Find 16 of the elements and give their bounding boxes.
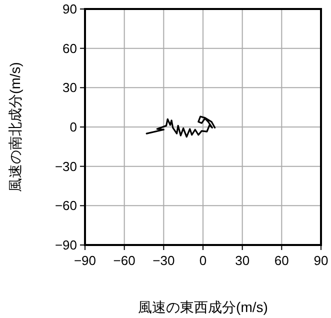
- y-tick-label: 90: [62, 2, 77, 16]
- x-tick-label: 0: [199, 253, 207, 268]
- x-tick-label: 90: [314, 253, 328, 268]
- y-tick-label: −60: [54, 198, 77, 214]
- y-axis-title: 風速の南北成分(m/s): [7, 62, 23, 192]
- x-tick-label: 30: [235, 253, 250, 268]
- y-tick-label: 60: [62, 40, 77, 56]
- y-tick-label: −90: [54, 238, 77, 252]
- x-tick-label: −90: [74, 253, 96, 268]
- x-tick-label: −30: [152, 253, 175, 268]
- y-tick-label: 30: [62, 80, 77, 96]
- y-tick-label: 0: [70, 120, 77, 134]
- y-tick-label: −30: [54, 158, 77, 174]
- x-tick-label: −60: [113, 253, 136, 268]
- x-tick-label: 60: [274, 253, 289, 268]
- x-axis-title: 風速の東西成分(m/s): [138, 299, 268, 315]
